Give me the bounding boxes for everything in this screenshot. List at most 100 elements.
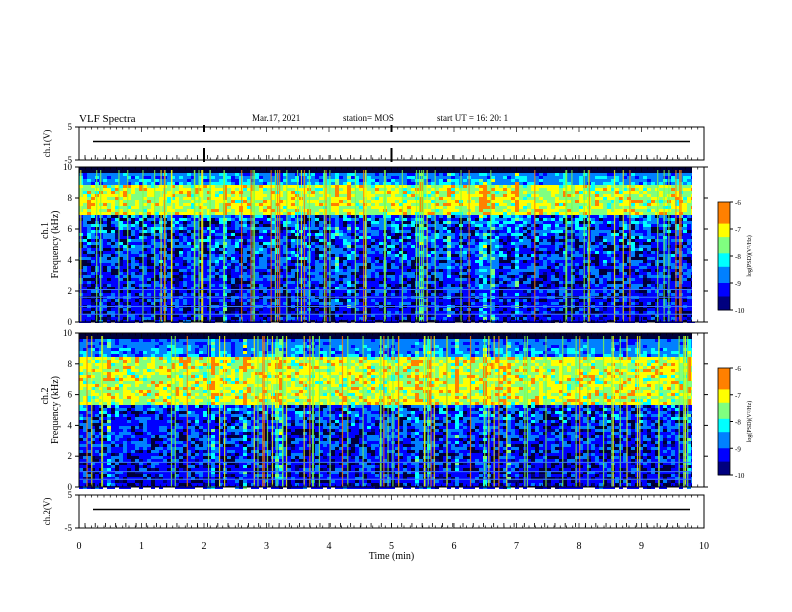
psd-cell xyxy=(103,206,107,209)
psd-cell xyxy=(111,200,115,203)
psd-cell xyxy=(235,227,239,230)
psd-cell xyxy=(359,209,363,212)
psd-cell xyxy=(367,281,371,284)
psd-cell xyxy=(243,251,247,254)
psd-cell xyxy=(175,317,179,320)
psd-cell xyxy=(403,248,407,251)
psd-cell xyxy=(379,218,383,221)
psd-cell xyxy=(483,230,487,233)
psd-cell xyxy=(215,215,219,218)
psd-cell xyxy=(211,284,215,287)
psd-cell xyxy=(199,176,203,179)
psd-cell xyxy=(399,230,403,233)
psd-cell xyxy=(263,233,267,236)
psd-cell xyxy=(343,230,347,233)
psd-cell xyxy=(139,185,143,188)
psd-cell xyxy=(407,239,411,242)
psd-cell xyxy=(143,206,147,209)
psd-cell xyxy=(423,173,427,176)
psd-cell xyxy=(407,215,411,218)
psd-cell xyxy=(271,278,275,281)
psd-cell xyxy=(83,245,87,248)
psd-cell xyxy=(327,176,331,179)
psd-cell xyxy=(279,179,283,182)
psd-cell xyxy=(147,311,151,314)
psd-cell xyxy=(139,266,143,269)
psd-cell xyxy=(171,218,175,221)
psd-cell xyxy=(395,176,399,179)
psd-cell xyxy=(195,287,199,290)
psd-cell xyxy=(223,179,227,182)
psd-cell xyxy=(507,272,511,275)
psd-cell xyxy=(219,281,223,284)
psd-cell xyxy=(511,212,515,215)
psd-cell xyxy=(239,275,243,278)
psd-cell xyxy=(503,236,507,239)
psd-cell xyxy=(435,233,439,236)
psd-cell xyxy=(363,308,367,311)
psd-cell xyxy=(407,224,411,227)
psd-cell xyxy=(487,191,491,194)
psd-cell xyxy=(207,218,211,221)
psd-cell xyxy=(171,311,175,314)
psd-cell xyxy=(431,194,435,197)
psd-cell xyxy=(395,218,399,221)
psd-cell xyxy=(463,278,467,281)
psd-cell xyxy=(187,179,191,182)
psd-cell xyxy=(179,254,183,257)
psd-cell xyxy=(287,200,291,203)
psd-cell xyxy=(439,194,443,197)
psd-cell xyxy=(403,308,407,311)
psd-cell xyxy=(143,266,147,269)
psd-cell xyxy=(483,221,487,224)
psd-cell xyxy=(155,299,159,302)
psd-cell xyxy=(435,227,439,230)
psd-cell xyxy=(83,188,87,191)
psd-cell xyxy=(511,194,515,197)
psd-cell xyxy=(407,200,411,203)
psd-cell xyxy=(195,194,199,197)
psd-cell xyxy=(255,206,259,209)
psd-cell xyxy=(495,233,499,236)
psd-cell xyxy=(191,245,195,248)
psd-cell xyxy=(211,197,215,200)
psd-cell xyxy=(219,215,223,218)
psd-cell xyxy=(83,254,87,257)
psd-cell xyxy=(411,212,415,215)
psd-cell xyxy=(179,269,183,272)
psd-cell xyxy=(171,191,175,194)
psd-cell xyxy=(455,206,459,209)
psd-cell xyxy=(419,281,423,284)
psd-cell xyxy=(315,302,319,305)
psd-cell xyxy=(279,188,283,191)
psd-cell xyxy=(355,203,359,206)
psd-cell xyxy=(347,218,351,221)
psd-cell xyxy=(447,287,451,290)
psd-cell xyxy=(87,191,91,194)
psd-cell xyxy=(447,260,451,263)
psd-cell xyxy=(331,278,335,281)
psd-cell xyxy=(427,281,431,284)
psd-cell xyxy=(367,254,371,257)
psd-cell xyxy=(375,233,379,236)
psd-cell xyxy=(151,299,155,302)
psd-cell xyxy=(439,299,443,302)
psd-cell xyxy=(183,203,187,206)
psd-cell xyxy=(127,191,131,194)
psd-cell xyxy=(199,314,203,317)
psd-cell xyxy=(231,257,235,260)
psd-cell xyxy=(259,215,263,218)
psd-cell xyxy=(179,233,183,236)
psd-cell xyxy=(471,254,475,257)
psd-cell xyxy=(263,299,267,302)
psd-cell xyxy=(483,269,487,272)
psd-cell xyxy=(447,194,451,197)
psd-cell xyxy=(239,212,243,215)
psd-cell xyxy=(199,233,203,236)
psd-cell xyxy=(411,209,415,212)
psd-cell xyxy=(375,254,379,257)
psd-cell xyxy=(143,293,147,296)
psd-cell xyxy=(243,239,247,242)
psd-cell xyxy=(435,206,439,209)
psd-cell xyxy=(407,206,411,209)
